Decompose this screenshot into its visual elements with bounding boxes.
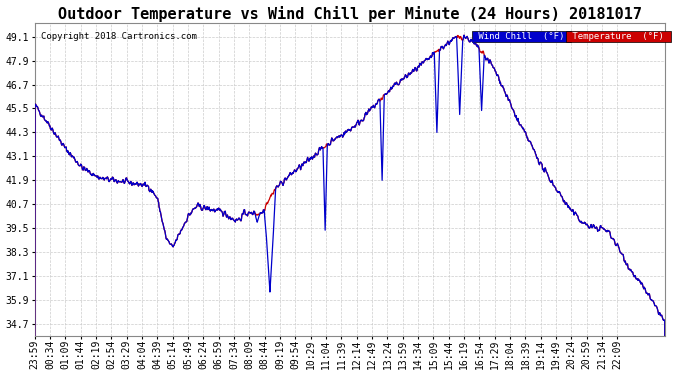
Text: Wind Chill  (°F): Wind Chill (°F)	[473, 32, 570, 41]
Title: Outdoor Temperature vs Wind Chill per Minute (24 Hours) 20181017: Outdoor Temperature vs Wind Chill per Mi…	[58, 6, 642, 21]
Text: Temperature  (°F): Temperature (°F)	[567, 32, 669, 41]
Text: Copyright 2018 Cartronics.com: Copyright 2018 Cartronics.com	[41, 32, 197, 41]
